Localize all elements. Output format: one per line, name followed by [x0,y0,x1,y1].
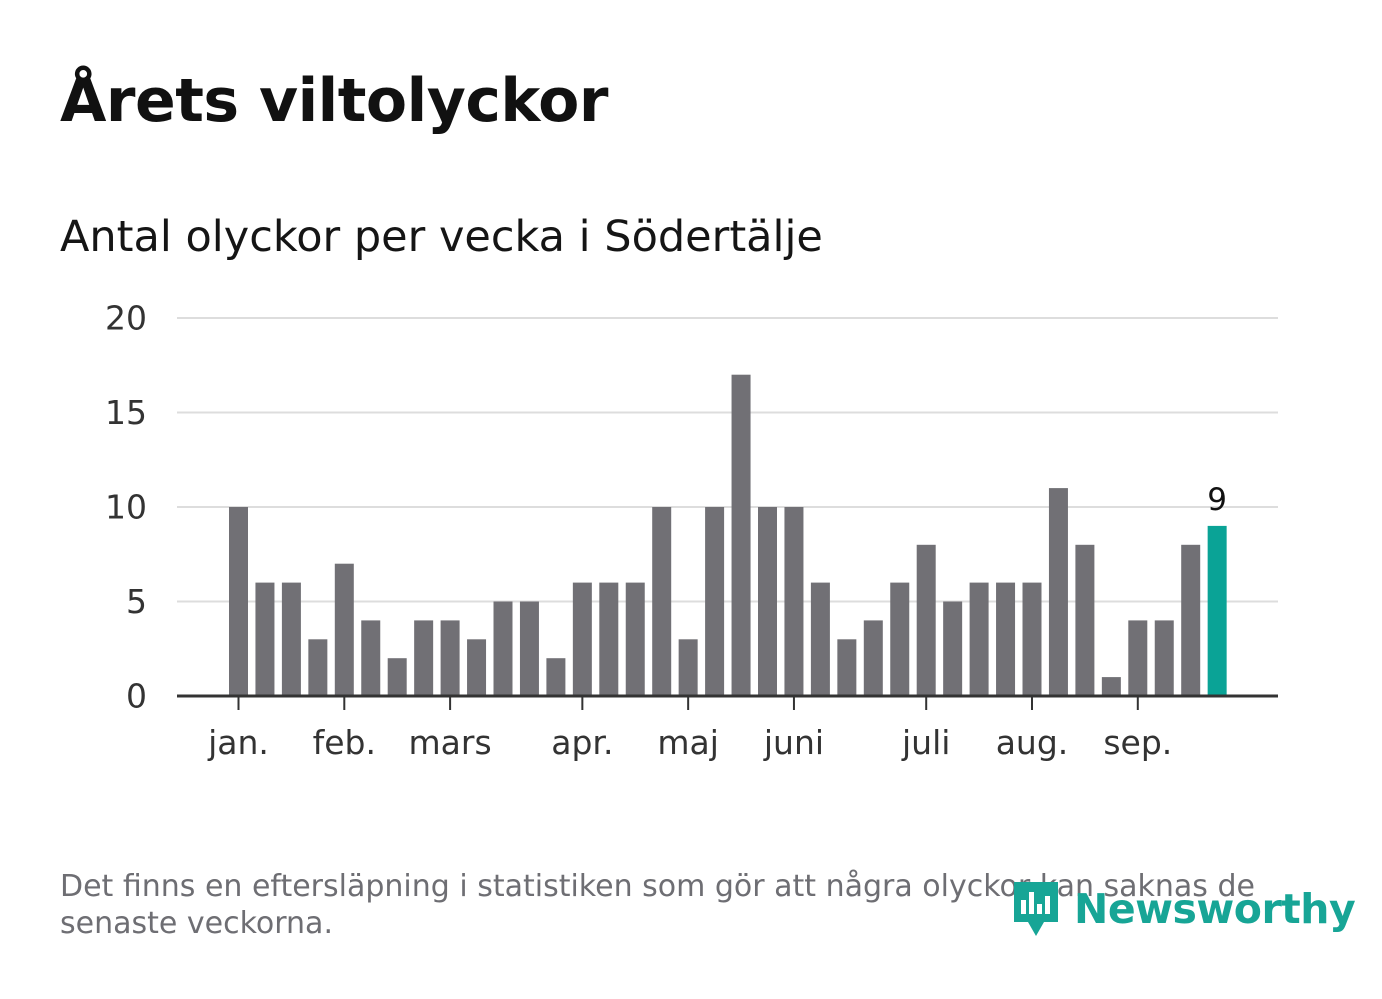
bar[interactable] [281,582,301,696]
bar[interactable] [546,658,566,696]
bar[interactable] [890,582,910,696]
bar[interactable] [387,658,407,696]
bar[interactable] [678,639,698,696]
x-tick-label: mars [409,723,492,762]
bar[interactable] [1048,488,1068,696]
x-tick-label: juni [763,723,824,762]
highlight-value-label: 9 [1207,482,1227,518]
newsworthy-logo-icon [1014,882,1058,936]
bar[interactable] [916,544,936,696]
bar[interactable] [440,620,460,696]
bar[interactable] [784,507,804,696]
bar[interactable] [334,563,354,696]
bar[interactable] [652,507,672,696]
bar[interactable] [519,601,539,697]
bar[interactable] [493,601,513,697]
chart-title: Årets viltolyckor [60,66,609,136]
x-tick-label: maj [657,723,719,762]
bar[interactable] [255,582,275,696]
bar[interactable] [308,639,328,696]
grid-lines [177,317,1278,603]
bar[interactable] [361,620,381,696]
bar[interactable] [837,639,857,696]
y-tick-label: 5 [126,582,147,621]
bar[interactable] [1154,620,1174,696]
logo-text: Newsworthy [1074,885,1356,933]
x-tick-label: apr. [551,723,613,762]
bar[interactable] [1022,582,1042,696]
y-tick-label: 20 [105,299,147,338]
bar[interactable] [705,507,725,696]
bar[interactable] [414,620,434,696]
y-tick-label: 10 [105,488,147,527]
bar[interactable] [625,582,645,696]
bar[interactable] [1101,677,1121,696]
x-tick-label: feb. [313,723,376,762]
bar[interactable] [863,620,883,696]
y-tick-label: 15 [105,393,147,432]
chart-subtitle: Antal olyckor per vecka i Södertälje [60,212,823,262]
bar[interactable] [599,582,619,696]
x-tick-label: aug. [996,723,1069,762]
bar[interactable] [810,582,830,696]
bar[interactable] [467,639,487,696]
bar[interactable] [996,582,1016,696]
bar[interactable] [1128,620,1148,696]
bars [229,374,1227,697]
bar[interactable] [229,507,248,696]
x-tick-label: jan. [207,723,269,762]
x-tick-label: sep. [1103,723,1172,762]
x-axis [177,694,1278,710]
bar-highlight[interactable] [1207,525,1227,696]
bar[interactable] [943,601,963,697]
x-tick-label: juli [901,723,950,762]
newsworthy-logo[interactable]: Newsworthy [1010,877,1356,941]
bar[interactable] [969,582,989,696]
bar[interactable] [1075,544,1095,696]
axis-labels: 0 5 10 15 20 9 jan. feb. mars apr. maj juni juli aug.… [105,299,1227,763]
bar[interactable] [572,582,592,696]
bar[interactable] [758,507,777,696]
bar[interactable] [731,374,751,696]
y-tick-label: 0 [126,677,147,716]
bar[interactable] [1181,544,1201,696]
